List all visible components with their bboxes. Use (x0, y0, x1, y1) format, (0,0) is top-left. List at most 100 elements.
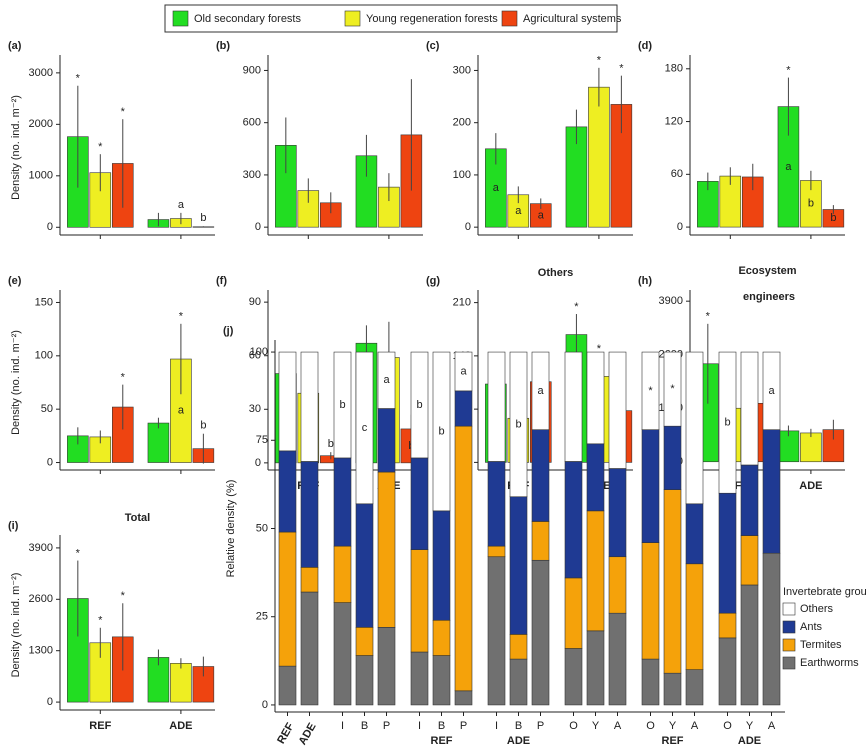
legend-title: Invertebrate group (783, 586, 867, 598)
panel-label: (c) (426, 40, 440, 52)
y-tick-label: 2600 (29, 593, 53, 605)
stack-segment (564, 577, 583, 649)
significance-star: * (179, 311, 184, 323)
panel-label: (e) (8, 275, 22, 287)
legend-label: Young regeneration forests (366, 13, 498, 25)
y-axis-label: Density (no. ind. m⁻²) (10, 330, 22, 435)
y-tick-label: 3900 (29, 542, 53, 554)
y-tick-label: 90 (249, 296, 261, 308)
stack-segment (333, 457, 352, 547)
stack-segment (608, 556, 627, 614)
legend-label: Earthworms (800, 657, 859, 669)
x-tick-label: REF (275, 721, 297, 746)
y-tick-label: 100 (35, 350, 53, 362)
y-tick-label: 0 (47, 696, 53, 708)
stack-segment (509, 496, 528, 635)
group-letter: b (200, 212, 206, 224)
x-tick-label: A (691, 720, 699, 732)
legend-label: Agricultural systems (523, 13, 622, 25)
stack-segment (454, 351, 473, 392)
stack-segment (608, 612, 627, 706)
stack-segment (377, 627, 396, 706)
y-tick-label: 50 (41, 403, 53, 415)
x-tick-label: ADE (799, 480, 822, 492)
stack-segment (454, 425, 473, 692)
cluster-label: ADE (507, 735, 530, 746)
stack-segment (641, 429, 660, 543)
stack-segment (663, 672, 682, 706)
y-tick-label: 200 (453, 117, 471, 129)
stack-segment (454, 390, 473, 427)
x-tick-label: O (646, 720, 655, 732)
y-tick-label: 600 (243, 117, 261, 129)
y-tick-label: 0 (255, 457, 261, 469)
significance-star: * (706, 311, 711, 323)
legend-label: Others (800, 603, 834, 615)
x-tick-label: P (383, 720, 390, 732)
x-tick-label: I (495, 720, 498, 732)
bar-label: b (438, 425, 444, 437)
stack-segment (487, 556, 506, 706)
stack-segment (762, 429, 781, 554)
stack-segment (355, 627, 374, 656)
panel-label: (b) (216, 40, 230, 52)
stack-segment (641, 658, 660, 706)
y-tick-label: 60 (249, 350, 261, 362)
stack-segment (355, 655, 374, 706)
stack-segment (531, 559, 550, 706)
stack-segment (377, 408, 396, 473)
stack-segment (586, 630, 605, 706)
stack-segment (333, 545, 352, 603)
stack-segment (509, 634, 528, 660)
stack-segment (432, 619, 451, 656)
group-letter: b (830, 212, 836, 224)
y-tick-label: 30 (249, 403, 261, 415)
y-tick-label: 1000 (29, 170, 53, 182)
x-tick-label: Y (669, 720, 677, 732)
stack-segment (355, 351, 374, 505)
significance-star: * (76, 73, 81, 85)
y-tick-label: 0 (677, 221, 683, 233)
bar-label: c (362, 422, 368, 434)
x-tick-label: I (418, 720, 421, 732)
stack-segment (740, 351, 759, 466)
stack-segment (663, 351, 682, 427)
significance-star: * (98, 615, 103, 627)
y-tick-label: 60 (671, 168, 683, 180)
title-line: Ecosystem (738, 265, 796, 277)
bar-label: a (537, 385, 544, 397)
group-letter: a (493, 182, 500, 194)
y-tick-label: 300 (243, 169, 261, 181)
stack-segment (762, 351, 781, 430)
stack-segment (432, 351, 451, 512)
y-tick-label: 100 (453, 169, 471, 181)
significance-star: * (619, 63, 624, 75)
cluster-label: REF (662, 735, 684, 746)
stack-segment (718, 612, 737, 639)
panel-label: (j) (223, 325, 234, 337)
stack-segment (740, 584, 759, 706)
y-tick-label: 3000 (29, 67, 53, 79)
y-tick-label: 0 (255, 221, 261, 233)
cluster-label: ADE (738, 735, 761, 746)
panel-label: (h) (638, 275, 652, 287)
x-tick-label: Y (592, 720, 600, 732)
y-axis-label: Density (no. ind. m⁻²) (10, 573, 22, 678)
stack-segment (641, 542, 660, 660)
y-tick-label: 2000 (29, 118, 53, 130)
stack-segment (663, 425, 682, 490)
significance-star: * (597, 55, 602, 67)
stack-segment (487, 545, 506, 558)
bar (170, 663, 192, 703)
bar-label: b (339, 399, 345, 411)
legend-swatch (344, 10, 361, 27)
stack-segment (586, 351, 605, 445)
significance-star: * (76, 547, 81, 559)
stack-segment (410, 651, 429, 706)
stack-segment (278, 665, 297, 706)
x-tick-label: ADE (297, 721, 319, 746)
stack-segment (531, 429, 550, 522)
panel-label: (g) (426, 275, 440, 287)
stack-segment (740, 464, 759, 536)
